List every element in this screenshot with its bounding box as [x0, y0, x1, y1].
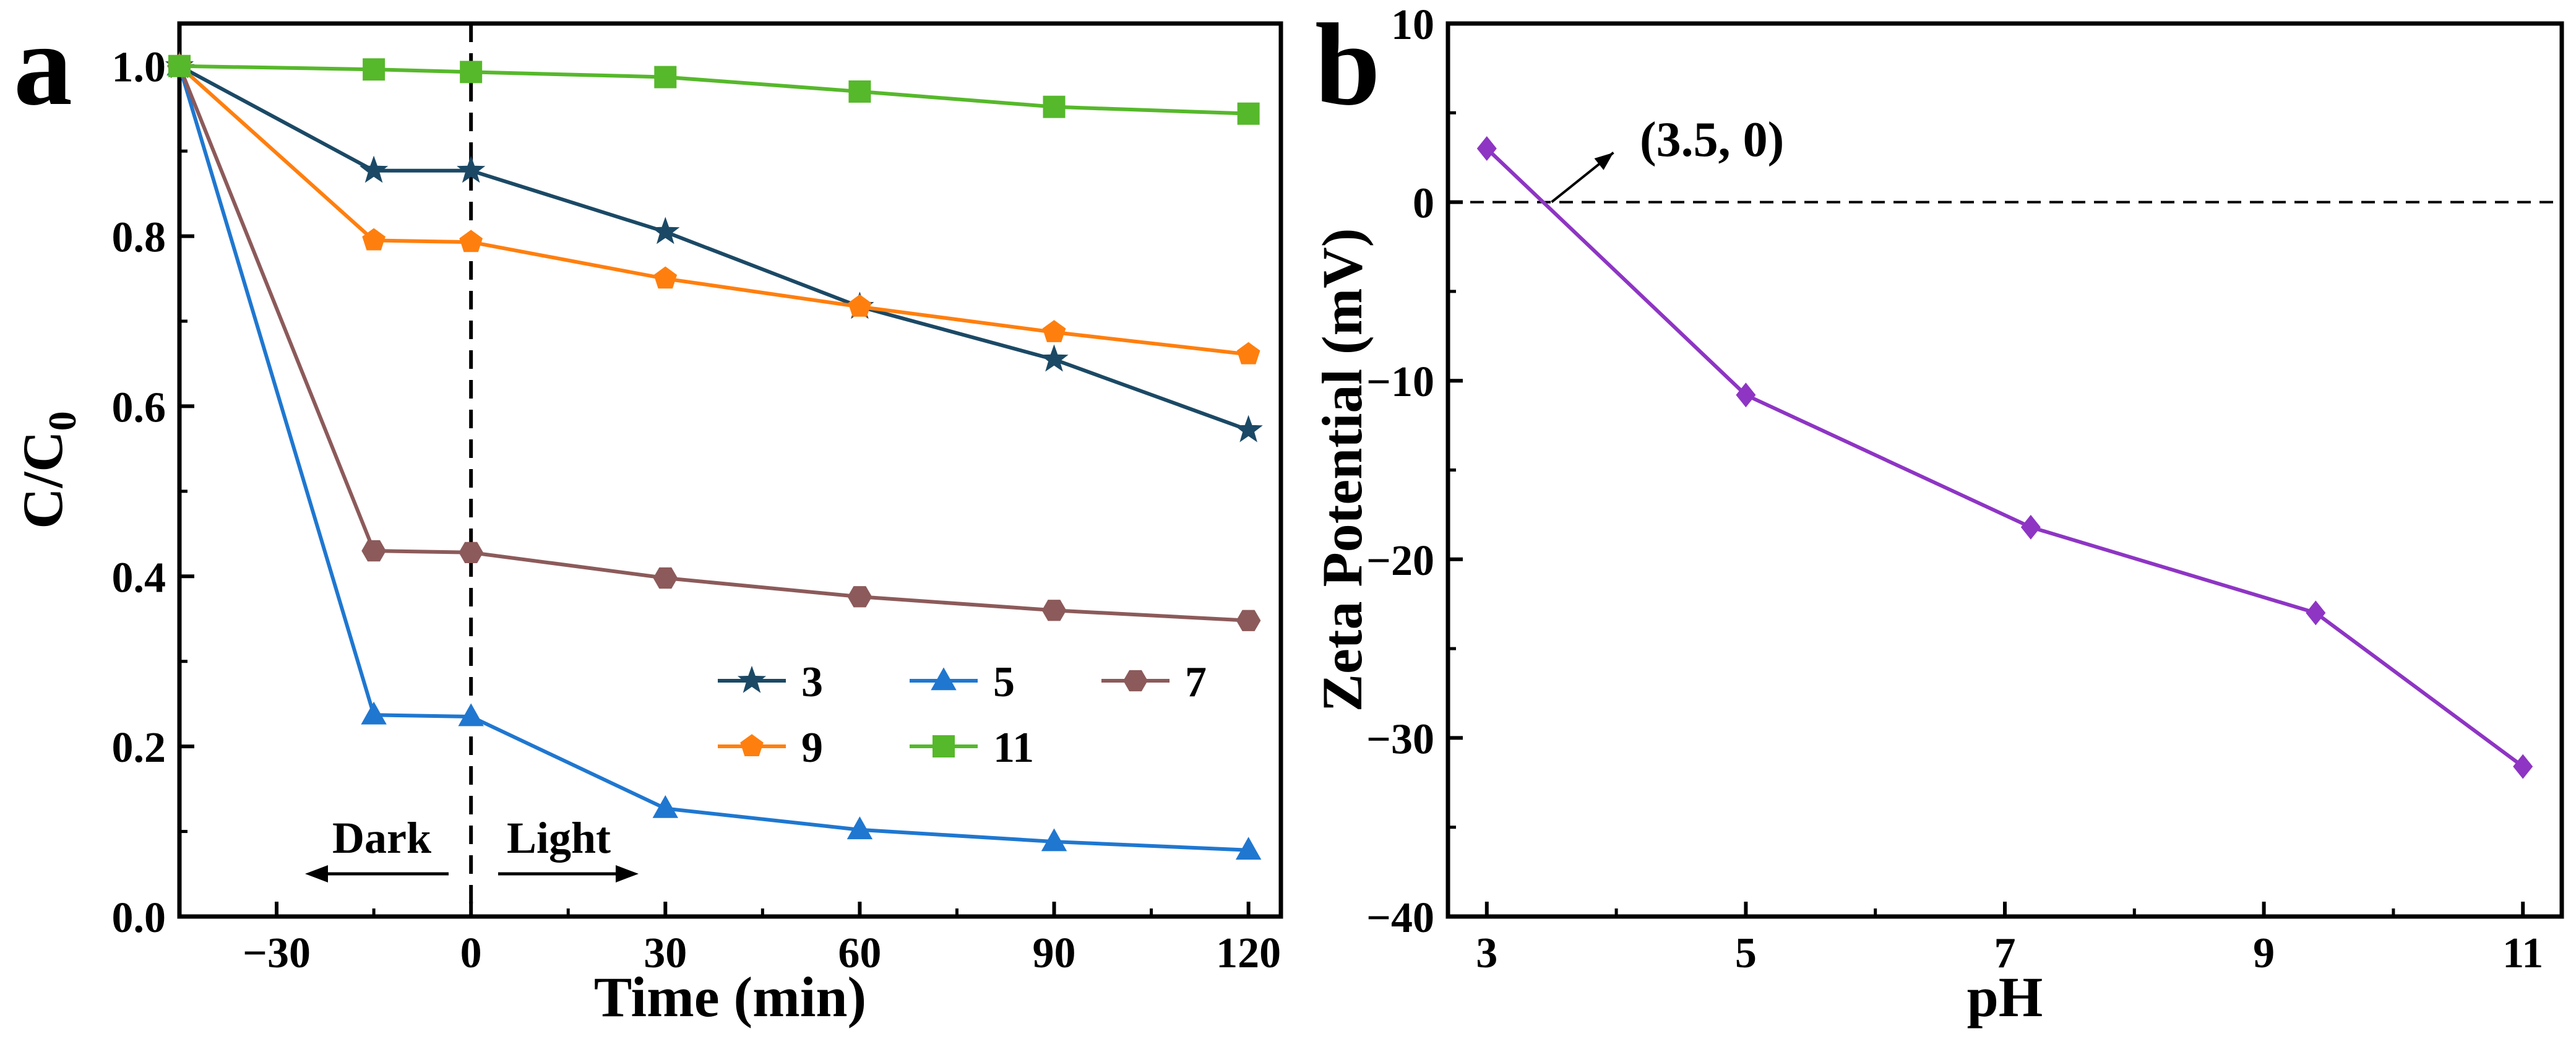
y-tick-label: −40 [1366, 894, 1434, 942]
y-axis-title-a: C/C0 [11, 411, 84, 528]
x-tick-label: 90 [1033, 930, 1076, 977]
legend-label-3: 3 [801, 658, 823, 706]
legend: 3 5 7 9 11 [718, 658, 1207, 772]
y-tick-label: 0.0 [112, 894, 166, 942]
y-tick-label: 0.8 [112, 214, 166, 262]
data-point-3 [1040, 345, 1068, 372]
y-tick-label: 0 [1413, 180, 1434, 228]
y-tick-label: 0.6 [112, 384, 166, 431]
data-point-11 [1238, 103, 1260, 125]
x-tick-label: −30 [243, 930, 311, 977]
series-line-zeta [1487, 149, 2523, 767]
y-axis-title-b: Zeta Potential (mV) [1311, 228, 1374, 712]
data-point-9 [1237, 342, 1260, 365]
data-point-9 [848, 295, 872, 317]
data-point-7 [361, 540, 386, 561]
legend-marker-9 [740, 734, 764, 756]
x-axis-title-a: Time (min) [594, 965, 866, 1029]
legend-marker-5 [931, 667, 956, 690]
legend-label-5: 5 [993, 658, 1015, 706]
y-tick-label: 1.0 [112, 44, 166, 92]
data-point-5 [361, 702, 386, 725]
y-tick-label: 0.2 [112, 724, 166, 772]
legend-marker-11 [933, 735, 955, 757]
data-point-7 [848, 586, 872, 607]
data-point-3 [651, 217, 679, 244]
data-point-zeta [2306, 600, 2325, 625]
data-point-5 [653, 795, 678, 818]
x-tick-label: 11 [2502, 930, 2543, 977]
series-line-5 [179, 66, 1249, 850]
y-tick-label: −20 [1366, 537, 1434, 585]
data-point-zeta [2021, 515, 2041, 540]
x-tick-label: 0 [460, 930, 482, 977]
data-point-3 [1234, 415, 1263, 442]
isoelectric-point-arrow [1551, 153, 1613, 202]
data-point-9 [459, 230, 483, 252]
x-axis-title-b: pH [1967, 965, 2043, 1029]
data-point-11 [848, 80, 871, 103]
data-point-7 [1042, 600, 1067, 621]
data-point-zeta [2513, 754, 2533, 779]
y-tick-label: −30 [1366, 715, 1434, 763]
legend-marker-3 [738, 666, 766, 693]
isoelectric-point-label: (3.5, 0) [1640, 113, 1784, 167]
dark-arrow [305, 865, 449, 882]
figure: a b −30 0 30 60 90 1200.00.20.40.60.81.0 C/C0… [0, 0, 2576, 1044]
data-point-9 [1043, 320, 1066, 342]
legend-marker-7 [1123, 670, 1148, 691]
legend-label-9: 9 [801, 724, 823, 772]
dark-label: Dark [332, 813, 431, 863]
series-line-7 [179, 66, 1249, 621]
legend-label-7: 7 [1185, 658, 1207, 706]
data-point-7 [459, 542, 483, 563]
legend-label-11: 11 [993, 724, 1034, 772]
y-tick-label: 0.4 [112, 554, 166, 602]
panel-b-frame [1448, 24, 2562, 917]
data-point-7 [1236, 610, 1261, 631]
x-tick-label: 9 [2253, 930, 2275, 977]
data-point-9 [654, 267, 678, 289]
data-point-11 [168, 55, 191, 77]
panel-label-b: b [1315, 0, 1381, 130]
data-point-11 [654, 66, 676, 88]
data-point-11 [1043, 96, 1066, 118]
y-tick-label: −10 [1366, 358, 1434, 406]
light-label: Light [507, 813, 611, 863]
light-arrow [498, 865, 639, 882]
series-line-3 [179, 66, 1249, 430]
panel-a-frame [179, 24, 1281, 917]
panel-label-a: a [14, 0, 72, 130]
x-tick-label: 5 [1735, 930, 1757, 977]
series-line-11 [179, 66, 1249, 114]
data-point-3 [360, 156, 388, 183]
x-tick-label: 120 [1216, 930, 1281, 977]
data-point-7 [653, 567, 678, 589]
data-point-11 [460, 61, 482, 83]
y-tick-label: 10 [1391, 1, 1434, 49]
x-tick-label: 3 [1476, 930, 1497, 977]
data-point-11 [363, 58, 385, 80]
